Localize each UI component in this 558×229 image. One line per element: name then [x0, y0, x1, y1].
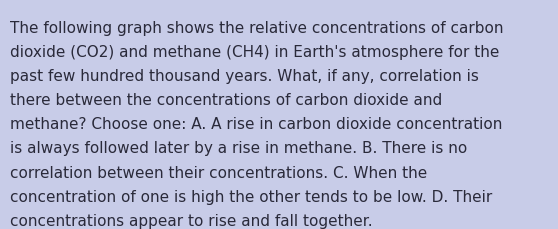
Text: The following graph shows the relative concentrations of carbon: The following graph shows the relative c… — [10, 21, 503, 35]
Text: past few hundred thousand years. What, if any, correlation is: past few hundred thousand years. What, i… — [10, 69, 479, 84]
Text: correlation between their concentrations. C. When the: correlation between their concentrations… — [10, 165, 427, 180]
Text: concentration of one is high the other tends to be low. D. Their: concentration of one is high the other t… — [10, 189, 492, 204]
Text: concentrations appear to rise and fall together.: concentrations appear to rise and fall t… — [10, 213, 373, 228]
Text: dioxide (CO2) and methane (CH4) in Earth's atmosphere for the: dioxide (CO2) and methane (CH4) in Earth… — [10, 45, 499, 60]
Text: there between the concentrations of carbon dioxide and: there between the concentrations of carb… — [10, 93, 442, 108]
Text: is always followed later by a rise in methane. B. There is no: is always followed later by a rise in me… — [10, 141, 467, 156]
Text: methane? Choose one: A. A rise in carbon dioxide concentration: methane? Choose one: A. A rise in carbon… — [10, 117, 502, 132]
